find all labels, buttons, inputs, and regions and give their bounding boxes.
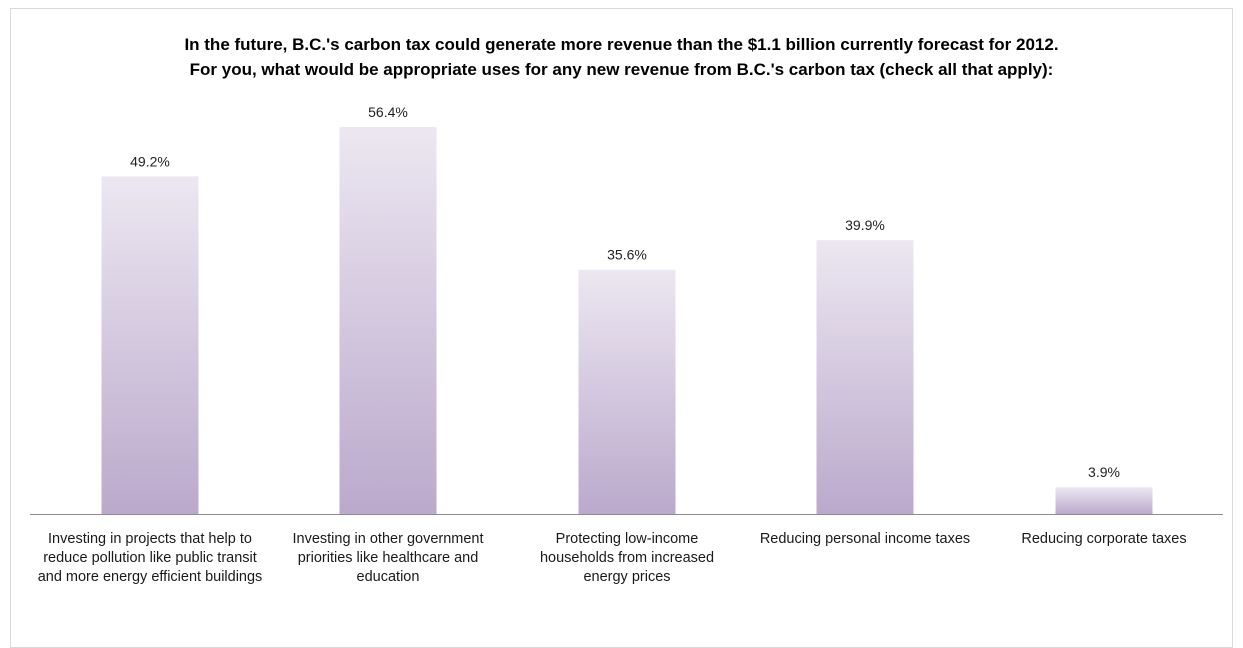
data-label-4: 39.9%: [845, 217, 885, 233]
category-label-5: Reducing corporate taxes: [1021, 531, 1187, 547]
bar-1: [101, 176, 199, 515]
chart-subtitle: For you, what would be appropriate uses …: [189, 60, 1054, 79]
data-label-1: 49.2%: [130, 153, 170, 169]
chart-title-block: In the future, B.C.'s carbon tax could g…: [0, 32, 1243, 82]
category-label-2: Investing in other government priorities…: [292, 531, 484, 585]
bar-chart: 49.2% 56.4% 35.6% 39.9% 3.9%: [30, 104, 1223, 515]
bar-3: [578, 269, 676, 514]
category-label-1: Investing in projects that help to reduc…: [37, 531, 263, 585]
bar-4: [816, 240, 914, 514]
bar-2: [339, 127, 437, 514]
data-label-3: 35.6%: [607, 247, 647, 263]
category-label-3: Protecting low-income households from in…: [539, 531, 715, 585]
chart-title: In the future, B.C.'s carbon tax could g…: [184, 35, 1059, 54]
bar-5: [1055, 487, 1153, 514]
category-label-4: Reducing personal income taxes: [759, 531, 971, 547]
data-label-2: 56.4%: [368, 104, 408, 120]
data-label-5: 3.9%: [1088, 464, 1120, 480]
